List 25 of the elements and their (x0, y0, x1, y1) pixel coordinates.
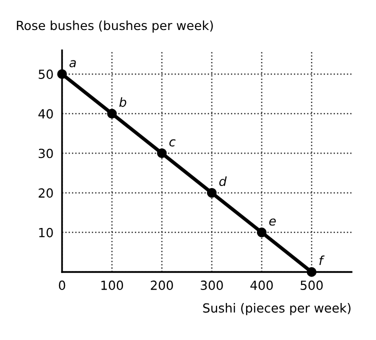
x-tick-label: 400 (250, 280, 273, 290)
point (107, 108, 117, 119)
point (306, 267, 316, 277)
annotation: f (319, 256, 325, 266)
x-tick-label: 100 (101, 280, 124, 290)
y-tick-label: 40 (38, 109, 53, 119)
y-tick-label: 30 (38, 148, 53, 158)
point (157, 148, 167, 158)
annotation: a (70, 60, 76, 68)
annotation: e (269, 218, 276, 226)
x-tick-label: 200 (150, 280, 173, 290)
annotation: b (119, 97, 126, 107)
y-tick-label: 10 (39, 228, 53, 238)
point (57, 69, 67, 79)
annotation: c (169, 139, 176, 146)
x-axis-title: Sushi (pieces per week) (203, 303, 350, 316)
point (256, 228, 267, 238)
y-tick-label: 20 (38, 188, 53, 198)
annotation: d (219, 176, 227, 186)
y-axis-title: Rose bushes (bushes per week) (16, 20, 213, 33)
x-tick-label: 300 (200, 280, 223, 290)
x-tick-label: 0 (58, 280, 66, 290)
y-tick-label: 50 (38, 70, 53, 79)
x-tick-label: 500 (300, 280, 323, 290)
point (206, 188, 217, 198)
